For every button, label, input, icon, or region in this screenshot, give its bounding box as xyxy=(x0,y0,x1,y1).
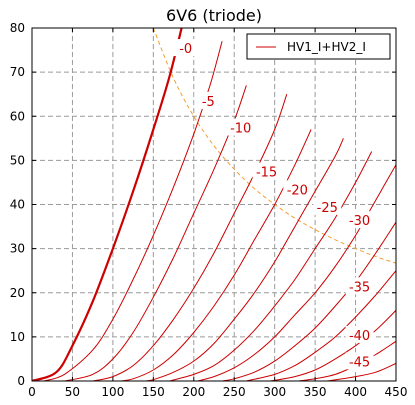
plate-curve xyxy=(32,28,183,381)
curve-label: -20 xyxy=(287,183,308,198)
x-tick-label: 100 xyxy=(101,385,124,399)
y-tick-label: 70 xyxy=(10,65,25,79)
plate-curve xyxy=(270,310,396,381)
plate-curve xyxy=(246,270,396,381)
x-tick-label: 400 xyxy=(344,385,367,399)
axis-ticks: 0 50 100 150 200 250 300 350 400 450 0 10 20 30 40 50 60… xyxy=(10,21,408,399)
chart-title: 6V6 (triode) xyxy=(166,6,262,25)
x-tick-label: 0 xyxy=(28,385,36,399)
x-tick-label: 200 xyxy=(182,385,205,399)
plate-curves-layer xyxy=(32,28,396,381)
curve-label-background xyxy=(313,197,342,215)
y-tick-label: 50 xyxy=(10,153,25,167)
curve-label-background xyxy=(345,325,374,343)
curve-label: -35 xyxy=(349,280,370,295)
x-tick-label: 300 xyxy=(263,385,286,399)
y-tick-label: 30 xyxy=(10,242,25,256)
y-tick-label: 0 xyxy=(17,374,25,388)
curve-label-background xyxy=(226,118,255,136)
x-tick-label: 250 xyxy=(223,385,246,399)
plate-curve xyxy=(327,362,396,381)
plate-curve xyxy=(120,129,312,381)
curve-label-background xyxy=(171,39,200,57)
curve-label: -10 xyxy=(230,121,251,136)
curve-label-background xyxy=(345,277,374,295)
legend: HV1_I+HV2_I xyxy=(246,33,391,60)
x-tick-label: 350 xyxy=(304,385,327,399)
legend-entry-label: HV1_I+HV2_I xyxy=(287,40,366,54)
x-tick-label: 150 xyxy=(142,385,165,399)
curve-label: -30 xyxy=(349,214,370,229)
curve-labels-layer: -0 -5 -10 -15 -20 -25 -30 -35 -40 -45 xyxy=(171,39,374,370)
plate-curve xyxy=(43,41,223,381)
curve-label: -15 xyxy=(256,166,277,181)
curve-label-background xyxy=(194,92,223,110)
plate-curve xyxy=(222,221,396,381)
plate-curve xyxy=(298,340,396,381)
curve-label-background xyxy=(345,211,374,229)
plate-curve xyxy=(169,151,373,381)
curve-label-background xyxy=(345,352,374,370)
plate-curve xyxy=(145,138,344,381)
x-tick-label: 50 xyxy=(65,385,80,399)
curve-label-background xyxy=(252,162,281,180)
y-tick-label: 10 xyxy=(10,330,25,344)
plate-curve xyxy=(92,94,288,381)
x-tick-label: 450 xyxy=(385,385,408,399)
y-tick-label: 80 xyxy=(10,21,25,35)
curve-label: -5 xyxy=(202,95,215,110)
curve-label-background xyxy=(283,180,312,198)
curve-label: -45 xyxy=(349,355,370,370)
y-tick-label: 40 xyxy=(10,198,25,212)
plate-curve xyxy=(64,85,247,381)
curve-label: -40 xyxy=(349,329,370,344)
y-tick-label: 20 xyxy=(10,286,25,300)
y-tick-label: 60 xyxy=(10,109,25,123)
curve-label: -0 xyxy=(179,42,192,57)
curve-label: -25 xyxy=(317,201,338,216)
